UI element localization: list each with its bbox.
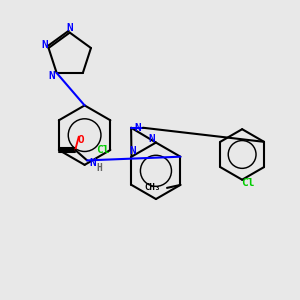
- Text: Cl: Cl: [96, 145, 110, 155]
- Text: N: N: [66, 23, 73, 33]
- Text: CH₃: CH₃: [144, 183, 160, 192]
- Text: H: H: [97, 163, 103, 173]
- Text: N: N: [89, 158, 96, 168]
- Text: N: N: [42, 40, 48, 50]
- Text: N: N: [134, 123, 141, 133]
- Text: N: N: [49, 71, 56, 81]
- Text: Cl: Cl: [241, 178, 255, 188]
- Text: N: N: [148, 134, 155, 144]
- Text: N: N: [130, 146, 136, 156]
- Text: O: O: [78, 135, 85, 145]
